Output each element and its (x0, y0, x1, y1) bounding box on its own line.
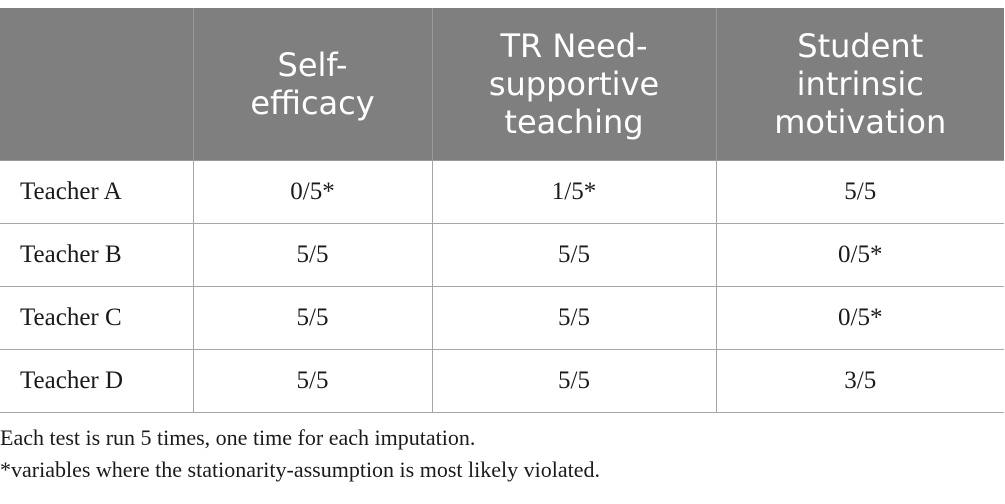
table-cell: 3/5 (715, 349, 1004, 413)
table-cell: 0/5* (715, 223, 1004, 287)
table-cell: 5/5 (431, 349, 717, 413)
header-line: Student (797, 27, 924, 65)
table-cell: 5/5 (192, 286, 433, 350)
header-row: Self- efficacy TR Need- supportive teach… (0, 8, 1004, 161)
table-cell: 5/5 (431, 286, 717, 350)
table-cell: 0/5* (192, 160, 433, 224)
header-student-intrinsic-motivation: Student intrinsic motivation (715, 8, 1004, 161)
header-corner-cell (0, 8, 194, 161)
table-cell: 5/5 (192, 349, 433, 413)
header-self-efficacy: Self- efficacy (192, 8, 433, 161)
header-line: motivation (774, 103, 947, 141)
footnote-stationarity: *variables where the stationarity-assump… (0, 457, 600, 482)
table-row: Teacher A 0/5* 1/5* 5/5 (0, 160, 1004, 224)
table-cell: 5/5 (431, 223, 717, 287)
row-label: Teacher A (0, 160, 194, 224)
footnote-imputation: Each test is run 5 times, one time for e… (0, 425, 476, 450)
table-cell: 5/5 (715, 160, 1004, 224)
header-line: efficacy (250, 84, 375, 122)
header-line: Self- (277, 46, 348, 84)
table-row: Teacher D 5/5 5/5 3/5 (0, 349, 1004, 413)
table-cell: 5/5 (192, 223, 433, 287)
results-table: Self- efficacy TR Need- supportive teach… (0, 8, 1004, 413)
table-cell: 1/5* (431, 160, 717, 224)
header-need-supportive-teaching: TR Need- supportive teaching (431, 8, 717, 161)
row-label: Teacher C (0, 286, 194, 350)
header-line: TR Need- (500, 27, 648, 65)
row-label: Teacher B (0, 223, 194, 287)
header-line: teaching (504, 103, 644, 141)
table-row: Teacher C 5/5 5/5 0/5* (0, 286, 1004, 350)
row-label: Teacher D (0, 349, 194, 413)
table-footnotes: Each test is run 5 times, one time for e… (0, 422, 600, 486)
table-row: Teacher B 5/5 5/5 0/5* (0, 223, 1004, 287)
table-cell: 0/5* (715, 286, 1004, 350)
header-line: supportive (488, 65, 660, 103)
header-line: intrinsic (796, 65, 924, 103)
